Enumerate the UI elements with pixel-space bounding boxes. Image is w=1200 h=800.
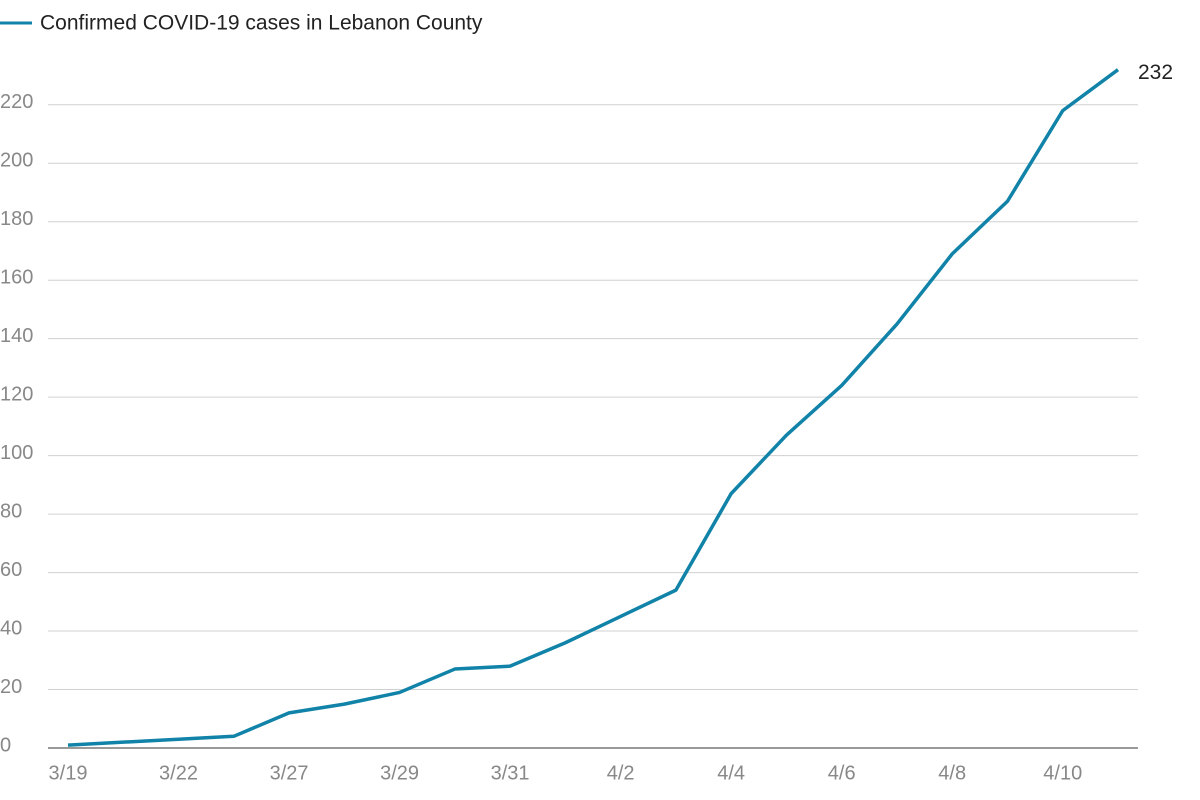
y-tick-label: 200 — [0, 150, 33, 172]
y-tick-label: 80 — [0, 500, 22, 522]
y-tick-label: 140 — [0, 325, 33, 347]
y-tick-label: 100 — [0, 442, 33, 464]
y-tick-label: 60 — [0, 559, 22, 581]
x-tick-label: 3/22 — [159, 762, 198, 784]
x-tick-label: 3/31 — [491, 762, 530, 784]
x-tick-label: 4/10 — [1043, 762, 1082, 784]
y-tick-label: 160 — [0, 266, 33, 288]
x-tick-label: 4/2 — [607, 762, 635, 784]
y-tick-label: 120 — [0, 383, 33, 405]
legend-label: Confirmed COVID-19 cases in Lebanon Coun… — [40, 12, 483, 35]
end-value-label: 232 — [1138, 61, 1173, 84]
x-tick-label: 3/27 — [270, 762, 309, 784]
y-tick-label: 20 — [0, 676, 22, 698]
line-series — [67, 68, 1120, 747]
x-tick-label: 4/4 — [717, 762, 745, 784]
x-tick-label: 4/6 — [828, 762, 856, 784]
x-tick-label: 3/29 — [380, 762, 419, 784]
x-tick-label: 3/19 — [49, 762, 88, 784]
y-tick-label: 220 — [0, 91, 33, 113]
x-tick-label: 4/8 — [938, 762, 966, 784]
y-tick-label: 180 — [0, 208, 33, 230]
y-tick-label: 0 — [0, 734, 11, 756]
y-tick-label: 40 — [0, 617, 22, 639]
